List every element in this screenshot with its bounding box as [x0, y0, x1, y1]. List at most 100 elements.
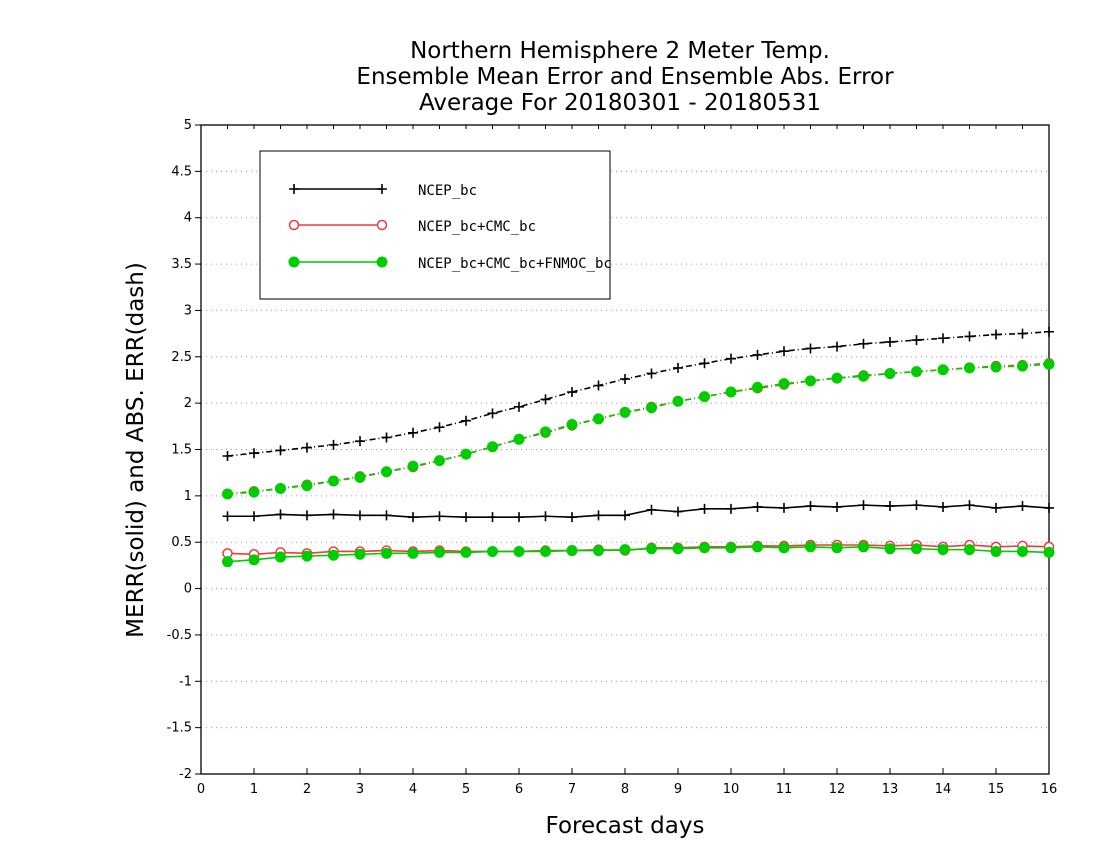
data-point-abs-err-ncep-bc: [434, 422, 445, 433]
data-point-abs-err-ncep-bc: [646, 368, 657, 379]
data-point-merr-ncep-bc: [355, 510, 365, 521]
data-point-abs-err-ncep-bc: [540, 394, 551, 405]
y-tick-label: 4: [184, 211, 192, 226]
data-point-merr-ncep-bc: [726, 503, 736, 514]
data-point-merr-ncep-bc-cmc-bc-fnmoc-bc: [964, 544, 975, 556]
data-point-merr-ncep-bc: [540, 511, 551, 522]
x-tick-label: 15: [988, 782, 1005, 797]
data-point-abs-err-ncep-bc: [328, 439, 339, 450]
data-point-abs-err-ncep-bc-cmc-bc-fnmoc-bc: [646, 402, 657, 414]
data-point-abs-err-ncep-bc-cmc-bc-fnmoc-bc: [805, 375, 816, 387]
data-point-merr-ncep-bc-cmc-bc-fnmoc-bc: [619, 544, 631, 556]
data-point-merr-ncep-bc-cmc-bc-fnmoc-bc: [831, 542, 843, 554]
y-tick-label: 0: [184, 582, 192, 597]
series-ncep-bc-cmc-bc: [222, 358, 1055, 560]
data-point-merr-ncep-bc: [302, 510, 312, 521]
axis-ticks: -2-1.5-1-0.500.511.522.533.544.550 1 2 3 4 5 6…: [167, 118, 1058, 797]
y-tick-label: 1: [184, 489, 192, 504]
chart-title-line-3: Average For 20180301 - 20180531: [419, 90, 821, 116]
data-point-abs-err-ncep-bc-cmc-bc-fnmoc-bc: [593, 413, 604, 425]
y-tick-label: 3.5: [171, 257, 192, 272]
legend-marker-ncep-bc-cmc-bc: [376, 219, 388, 231]
data-point-abs-err-ncep-bc: [699, 358, 710, 369]
data-point-abs-err-ncep-bc: [911, 335, 922, 346]
x-tick-label: 14: [935, 782, 952, 797]
data-point-merr-ncep-bc: [381, 510, 392, 521]
series-line-abs-err-ncep-bc: [227, 330, 1050, 457]
data-point-abs-err-ncep-bc-cmc-bc-fnmoc-bc: [434, 455, 445, 467]
data-point-abs-err-ncep-bc: [461, 415, 471, 426]
series-layer: [222, 326, 1055, 568]
data-point-merr-ncep-bc-cmc-bc-fnmoc-bc: [805, 541, 816, 553]
x-axis-label: Forecast days: [546, 813, 705, 839]
y-tick-label: 1.5: [171, 443, 192, 458]
data-point-abs-err-ncep-bc: [593, 380, 604, 391]
data-point-merr-ncep-bc-cmc-bc-fnmoc-bc: [248, 554, 260, 566]
data-point-abs-err-ncep-bc-cmc-bc-fnmoc-bc: [487, 441, 498, 453]
chart-title-line-1: Northern Hemisphere 2 Meter Temp.: [410, 38, 830, 64]
legend-marks: [288, 184, 388, 268]
x-tick-label: 9: [674, 782, 682, 797]
data-point-abs-err-ncep-bc: [991, 329, 1001, 340]
data-point-abs-err-ncep-bc-cmc-bc-fnmoc-bc: [513, 433, 525, 445]
legend-marker-ncep-bc-cmc-bc: [288, 219, 300, 231]
data-point-merr-ncep-bc-cmc-bc-fnmoc-bc: [566, 545, 578, 557]
data-point-abs-err-ncep-bc: [408, 427, 418, 438]
data-point-merr-ncep-bc: [593, 510, 604, 521]
data-point-merr-ncep-bc: [222, 511, 233, 522]
data-point-merr-ncep-bc-cmc-bc-fnmoc-bc: [699, 542, 710, 554]
data-point-abs-err-ncep-bc-cmc-bc-fnmoc-bc: [328, 475, 339, 487]
data-point-merr-ncep-bc-cmc-bc-fnmoc-bc: [884, 543, 896, 555]
data-point-merr-ncep-bc-cmc-bc-fnmoc-bc: [487, 545, 498, 557]
data-point-abs-err-ncep-bc: [752, 349, 763, 360]
x-tick-label: 8: [621, 782, 629, 797]
data-point-abs-err-ncep-bc-cmc-bc-fnmoc-bc: [725, 386, 737, 398]
data-point-merr-ncep-bc: [461, 512, 471, 523]
x-tick-label: 2: [303, 782, 311, 797]
data-point-abs-err-ncep-bc-cmc-bc-fnmoc-bc: [964, 362, 975, 374]
data-point-merr-ncep-bc: [487, 512, 498, 523]
data-point-merr-ncep-bc: [673, 506, 683, 517]
data-point-abs-err-ncep-bc-cmc-bc-fnmoc-bc: [407, 460, 419, 472]
data-point-abs-err-ncep-bc-cmc-bc-fnmoc-bc: [752, 381, 763, 393]
x-tick-label: 13: [882, 782, 899, 797]
data-point-merr-ncep-bc: [328, 509, 339, 520]
data-point-merr-ncep-bc-cmc-bc-fnmoc-bc: [672, 543, 684, 555]
series-line-merr-ncep-bc: [227, 504, 1050, 518]
data-point-abs-err-ncep-bc: [805, 343, 816, 354]
data-point-abs-err-ncep-bc: [275, 445, 286, 456]
data-point-abs-err-ncep-bc-cmc-bc-fnmoc-bc: [222, 488, 233, 500]
data-point-merr-ncep-bc: [805, 501, 816, 512]
legend-label-ncep-bc-cmc-bc-fnmoc-bc: NCEP_bc+CMC_bc+FNMOC_bc: [418, 256, 612, 272]
data-point-merr-ncep-bc-cmc-bc-fnmoc-bc: [593, 545, 604, 557]
x-tick-label: 5: [462, 782, 470, 797]
data-point-abs-err-ncep-bc: [885, 336, 895, 347]
data-point-merr-ncep-bc: [911, 500, 922, 511]
data-point-abs-err-ncep-bc-cmc-bc-fnmoc-bc: [301, 480, 313, 492]
data-point-merr-ncep-bc-cmc-bc-fnmoc-bc: [460, 546, 472, 558]
data-point-abs-err-ncep-bc-cmc-bc-fnmoc-bc: [248, 486, 260, 498]
data-point-abs-err-ncep-bc: [302, 442, 312, 453]
data-point-abs-err-ncep-bc-cmc-bc-fnmoc-bc: [937, 364, 949, 376]
data-point-abs-err-ncep-bc: [567, 387, 577, 398]
data-point-abs-err-ncep-bc-cmc-bc-fnmoc-bc: [354, 471, 366, 483]
data-point-merr-ncep-bc: [1017, 501, 1028, 512]
data-point-abs-err-ncep-bc: [858, 338, 869, 349]
data-point-merr-ncep-bc-cmc-bc-fnmoc-bc: [275, 551, 286, 563]
legend: NCEP_bc NCEP_bc+CMC_bc NCEP_bc+CMC_bc+FN…: [259, 150, 612, 300]
data-point-merr-ncep-bc: [779, 502, 789, 513]
data-point-abs-err-ncep-bc: [964, 331, 975, 342]
data-point-abs-err-ncep-bc-cmc-bc-fnmoc-bc: [460, 448, 472, 460]
legend-marker-ncep-bc-cmc-bc-fnmoc-bc: [288, 256, 300, 268]
y-axis-label: MERR(solid) and ABS. ERR(dash): [123, 262, 149, 638]
data-point-merr-ncep-bc: [249, 511, 259, 522]
y-tick-label: -0.5: [167, 628, 192, 643]
data-point-abs-err-ncep-bc-cmc-bc-fnmoc-bc: [911, 366, 922, 378]
y-tick-label: 0.5: [171, 535, 192, 550]
data-point-abs-err-ncep-bc-cmc-bc-fnmoc-bc: [778, 378, 790, 390]
data-point-abs-err-ncep-bc: [249, 448, 259, 459]
x-tick-label: 7: [568, 782, 576, 797]
data-point-merr-ncep-bc: [858, 500, 869, 511]
data-point-abs-err-ncep-bc: [355, 436, 365, 447]
